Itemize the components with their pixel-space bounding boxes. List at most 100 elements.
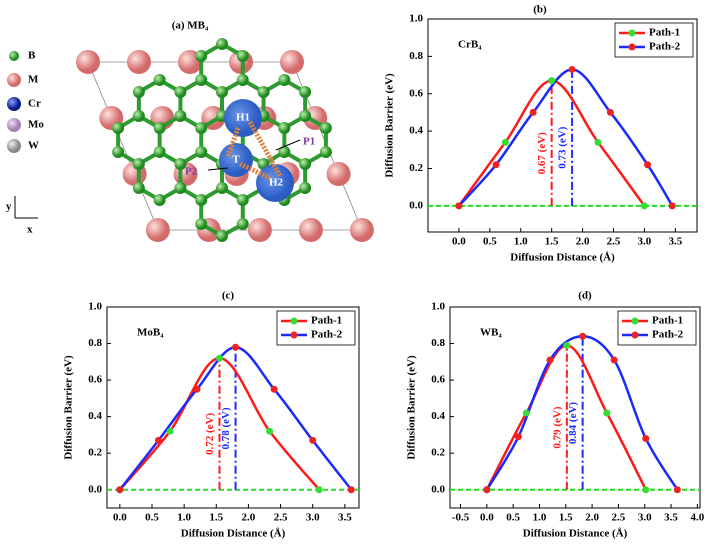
x-tick-label: 3.5	[338, 512, 352, 524]
y-tick-label: 0.6	[88, 374, 102, 386]
path-arrow	[225, 127, 241, 157]
legend-box	[614, 22, 694, 58]
data-point	[640, 202, 648, 210]
line-chart: (d) -0.5 0.0 0.5 1.0 1.5 2.0 2.5 3.0 3.5 4.0 0.0 0.2…	[406, 290, 705, 540]
x-tick-label: 1.5	[209, 512, 223, 524]
chart-title: CrB₄	[458, 39, 482, 51]
x-tick-label: 1.5	[545, 236, 559, 248]
boron-atom	[112, 122, 125, 134]
data-point	[266, 427, 274, 435]
y-tick-label: 0.6	[431, 374, 445, 386]
y-axis-label: Diffusion Barrier (eV)	[63, 355, 75, 460]
legend-marker	[631, 331, 639, 339]
x-tick-label: 1.0	[533, 512, 547, 524]
metal-atoms	[76, 50, 374, 242]
x-tick-label: 2.0	[242, 512, 256, 524]
y-tick-label: 0.2	[409, 162, 423, 174]
y-tick-label: 1.0	[88, 301, 102, 313]
data-point	[455, 202, 463, 210]
legend-box	[276, 310, 356, 346]
boron-atom	[299, 110, 312, 122]
data-point	[483, 486, 491, 494]
boron-atom	[174, 158, 187, 170]
x-tick-label: 0.0	[452, 236, 466, 248]
y-tick-label: 0.4	[431, 410, 445, 422]
barrier-label: 0.84 (eV)	[567, 402, 579, 444]
panel-label: (d)	[578, 290, 592, 302]
data-point	[501, 138, 509, 146]
legend-swatch	[7, 139, 21, 153]
data-point	[529, 108, 537, 116]
metal-atom	[127, 50, 151, 74]
legend-label: B	[28, 50, 36, 62]
barrier-label: 0.73 (eV)	[557, 126, 569, 168]
metal-atom	[280, 50, 304, 74]
y-tick-label: 1.0	[431, 301, 445, 313]
data-point	[154, 436, 162, 444]
boron-atom	[299, 158, 312, 170]
data-point	[594, 138, 602, 146]
boron-atom	[174, 86, 187, 98]
boron-atom	[153, 194, 166, 206]
data-point	[668, 202, 676, 210]
legend-marker	[290, 317, 298, 325]
data-point	[166, 427, 174, 435]
boron-atom	[216, 230, 228, 242]
data-point	[193, 385, 201, 393]
data-point	[548, 77, 556, 85]
legend-marker	[628, 43, 636, 51]
chart-title: WB₄	[480, 327, 502, 339]
data-point	[522, 409, 530, 417]
data-point	[232, 343, 240, 351]
metal-atom	[349, 218, 374, 242]
legend-label: Path-1	[652, 315, 683, 327]
metal-atom	[76, 50, 100, 74]
x-tick-label: 2.0	[576, 236, 590, 248]
boron-atom	[112, 146, 125, 158]
x-tick-label: 2.5	[612, 512, 626, 524]
element-legend: B M Cr Mo W	[7, 50, 44, 153]
x-tick-label: 4.0	[690, 512, 704, 524]
site-h2	[256, 164, 294, 202]
data-point	[579, 332, 587, 340]
barrier-label: 0.79 (eV)	[551, 406, 563, 448]
pointer	[275, 139, 301, 151]
x-tick-label: 0.5	[506, 512, 520, 524]
legend-label: Path-2	[652, 329, 684, 341]
data-point	[673, 486, 681, 494]
plot-frame	[449, 306, 701, 509]
x-tick-label: 0.5	[483, 236, 497, 248]
x-tick-label: 2.0	[585, 512, 599, 524]
x-tick-label: 3.0	[638, 236, 652, 248]
y-tick-label: 0.2	[88, 447, 102, 459]
site-label: T	[232, 154, 240, 166]
axis-letter: x	[27, 224, 33, 236]
boron-atom	[216, 182, 228, 194]
x-tick-label: 3.5	[668, 236, 682, 248]
legend-marker	[628, 29, 636, 37]
barrier-label: 0.67 (eV)	[536, 132, 548, 174]
data-point	[642, 435, 650, 443]
metal-atom	[298, 218, 323, 242]
boron-atom	[236, 74, 249, 86]
boron-atom	[299, 86, 312, 98]
boron-atom	[174, 110, 187, 122]
data-point	[563, 341, 571, 349]
boron-atom	[195, 122, 208, 134]
boron-atom	[257, 86, 270, 98]
line-chart: (c) 0.0 0.5 1.0 1.5 2.0 2.5 3.0 3.5 0.0 0.2 0.4 0.6 0…	[63, 290, 360, 540]
plot-frame	[427, 18, 698, 233]
data-point	[610, 356, 618, 364]
legend-label: Path-2	[311, 329, 343, 341]
y-tick-label: 0.8	[409, 50, 423, 62]
barrier-label: 0.78 (eV)	[220, 407, 232, 449]
barrier-label: 0.72 (eV)	[204, 413, 216, 455]
x-tick-label: 1.0	[514, 236, 528, 248]
data-point	[642, 486, 650, 494]
boron-atom	[236, 194, 249, 206]
panel-label: (b)	[533, 4, 547, 16]
legend-swatch	[7, 97, 21, 111]
x-tick-label: 2.5	[274, 512, 288, 524]
y-axis-label: Diffusion Barrier (eV)	[384, 73, 396, 178]
legend-label: W	[28, 140, 39, 152]
